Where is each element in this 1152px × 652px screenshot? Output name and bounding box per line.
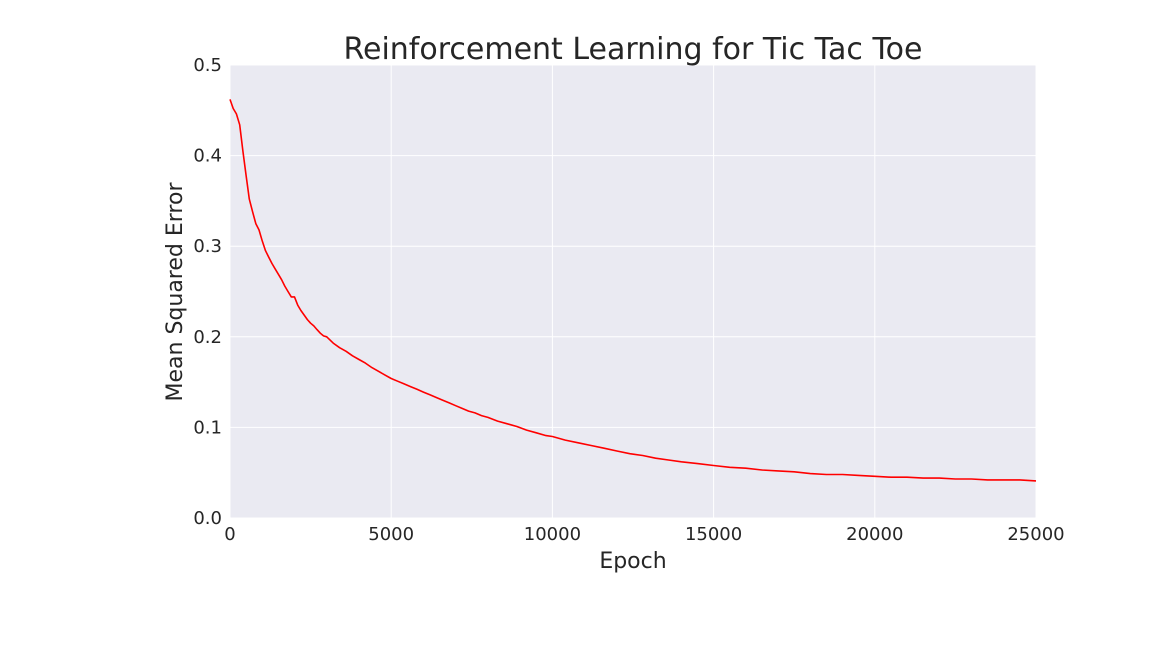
y-tick-label: 0.5 bbox=[193, 55, 222, 76]
y-tick-label: 0.2 bbox=[193, 327, 222, 348]
y-tick-label: 0.0 bbox=[193, 508, 222, 529]
grid-lines bbox=[229, 64, 1037, 519]
x-tick-label: 0 bbox=[224, 524, 235, 545]
y-axis-label: Mean Squared Error bbox=[163, 182, 188, 402]
y-tick-label: 0.1 bbox=[193, 417, 222, 438]
plot-background bbox=[230, 65, 1036, 518]
x-tick-label: 15000 bbox=[685, 524, 742, 545]
x-tick-label: 20000 bbox=[846, 524, 903, 545]
x-axis-label: Epoch bbox=[599, 549, 666, 574]
chart-title: Reinforcement Learning for Tic Tac Toe bbox=[344, 32, 923, 67]
y-tick-label: 0.3 bbox=[193, 236, 222, 257]
x-tick-label: 5000 bbox=[368, 524, 414, 545]
series-line bbox=[229, 99, 1037, 482]
x-tick-label: 10000 bbox=[524, 524, 581, 545]
y-tick-label: 0.4 bbox=[193, 146, 222, 167]
x-tick-label: 25000 bbox=[1007, 524, 1064, 545]
tick-labels: 0 5000 10000 15000 20000 25000 0.0 0.1 0.2 0.3 0.4… bbox=[193, 55, 1064, 545]
